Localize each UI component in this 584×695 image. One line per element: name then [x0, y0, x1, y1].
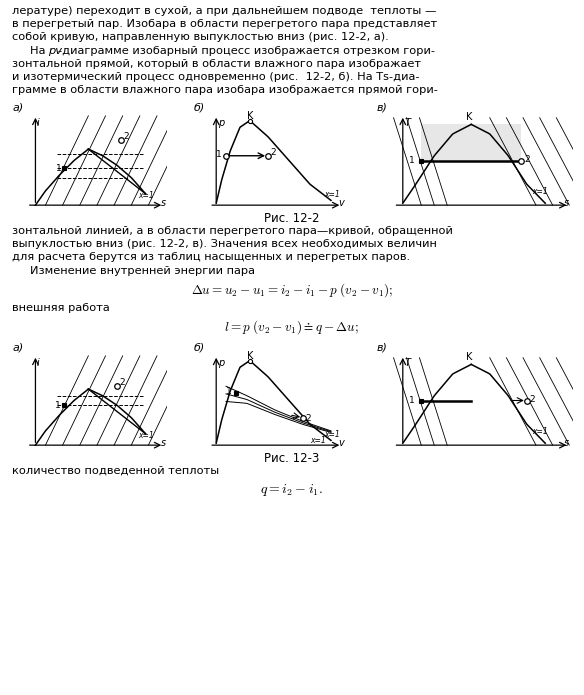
Text: s: s	[161, 438, 166, 448]
Text: x=1: x=1	[532, 427, 548, 436]
Text: и изотермический процесс одновременно (рис.  12-2, б). На Тs-диа-: и изотермический процесс одновременно (р…	[12, 72, 419, 82]
Text: x=1: x=1	[310, 436, 326, 445]
Text: $\Delta u = u_2 - u_1 = i_2 - i_1 - p\;(v_2 - v_1);$: $\Delta u = u_2 - u_1 = i_2 - i_1 - p\;(…	[191, 281, 393, 299]
Text: 2: 2	[524, 155, 530, 164]
Text: s: s	[564, 198, 569, 208]
Text: K: K	[247, 351, 253, 361]
Text: Изменение внутренней энергии пара: Изменение внутренней энергии пара	[30, 265, 255, 276]
Text: K: K	[465, 112, 472, 122]
Text: собой кривую, направленную выпуклостью вниз (рис. 12-2, а).: собой кривую, направленную выпуклостью в…	[12, 33, 389, 42]
Text: выпуклостью вниз (рис. 12-2, в). Значения всех необходимых величин: выпуклостью вниз (рис. 12-2, в). Значени…	[12, 239, 437, 250]
Text: зонтальной прямой, который в области влажного пара изображает: зонтальной прямой, который в области вла…	[12, 59, 421, 69]
Text: p: p	[218, 117, 224, 128]
Text: 2: 2	[270, 148, 276, 157]
Text: а): а)	[13, 342, 25, 352]
Text: 2: 2	[305, 414, 311, 423]
Text: количество подведенной теплоты: количество подведенной теплоты	[12, 466, 219, 476]
Text: 2: 2	[123, 131, 129, 140]
Text: $l = p\;(v_2 - v_1) \doteq q - \Delta u;$: $l = p\;(v_2 - v_1) \doteq q - \Delta u;…	[224, 318, 360, 336]
Text: x=1: x=1	[138, 192, 154, 200]
Text: 1: 1	[409, 396, 415, 405]
Polygon shape	[421, 124, 521, 161]
Text: s: s	[161, 198, 166, 208]
Text: б): б)	[194, 342, 205, 352]
Text: K: K	[465, 352, 472, 361]
Text: 1: 1	[409, 156, 415, 165]
Text: в): в)	[377, 342, 388, 352]
Text: 2: 2	[530, 395, 535, 404]
Text: x=1: x=1	[138, 432, 154, 441]
Text: для расчета берутся из таблиц насыщенных и перегретых паров.: для расчета берутся из таблиц насыщенных…	[12, 252, 410, 263]
Text: i: i	[37, 117, 40, 128]
Text: 2: 2	[119, 378, 125, 387]
Text: Рис. 12-2: Рис. 12-2	[264, 212, 320, 225]
Text: -диаграмме изобарный процесс изображается отрезком гори-: -диаграмме изобарный процесс изображаетс…	[58, 46, 435, 56]
Text: 1: 1	[226, 387, 232, 396]
Text: 1: 1	[55, 164, 61, 173]
Text: i: i	[37, 358, 40, 368]
Text: s: s	[564, 438, 569, 448]
Text: 1: 1	[55, 400, 61, 409]
Text: $q = i_2 - i_1.$: $q = i_2 - i_1.$	[260, 482, 324, 498]
Text: K: K	[247, 111, 253, 121]
Text: На: На	[30, 46, 49, 56]
Text: в): в)	[377, 102, 388, 112]
Text: Рис. 12-3: Рис. 12-3	[265, 452, 319, 465]
Text: v: v	[338, 198, 344, 208]
Text: внешняя работа: внешняя работа	[12, 303, 110, 313]
Text: v: v	[338, 438, 344, 448]
Text: а): а)	[13, 102, 25, 112]
Text: p: p	[218, 358, 224, 368]
Text: зонтальной линией, а в области перегретого пара—кривой, обращенной: зонтальной линией, а в области перегрето…	[12, 226, 453, 236]
Text: pv: pv	[48, 46, 62, 56]
Text: 1: 1	[216, 149, 222, 158]
Text: x=1: x=1	[324, 190, 340, 199]
Text: лературе) переходит в сухой, а при дальнейшем подводе  теплоты —: лературе) переходит в сухой, а при дальн…	[12, 6, 436, 16]
Text: грамме в области влажного пара изобара изображается прямой гори-: грамме в области влажного пара изобара и…	[12, 85, 438, 95]
Text: x=1: x=1	[324, 430, 340, 439]
Text: x=1: x=1	[532, 187, 548, 196]
Text: T: T	[405, 117, 411, 128]
Text: б): б)	[194, 102, 205, 112]
Text: в перегретый пар. Изобара в области перегретого пара представляет: в перегретый пар. Изобара в области пере…	[12, 19, 437, 29]
Text: T: T	[405, 358, 411, 368]
